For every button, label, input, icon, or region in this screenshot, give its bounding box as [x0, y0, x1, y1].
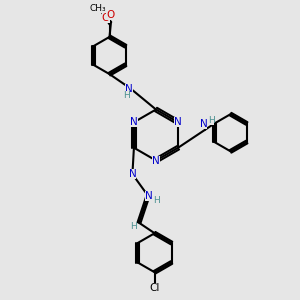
Text: Cl: Cl	[149, 283, 160, 293]
Text: H: H	[153, 196, 160, 205]
Text: N: N	[174, 117, 182, 127]
Text: O: O	[102, 13, 110, 23]
Text: N: N	[130, 117, 138, 127]
Text: O: O	[106, 10, 114, 20]
Text: N: N	[200, 119, 208, 129]
Text: H: H	[130, 222, 137, 231]
Text: CH₃: CH₃	[90, 4, 106, 13]
Text: N: N	[152, 155, 160, 166]
Text: N: N	[128, 169, 136, 179]
Text: N: N	[145, 191, 152, 201]
Text: H: H	[208, 116, 214, 125]
Text: N: N	[125, 83, 133, 94]
Text: H: H	[124, 91, 130, 100]
